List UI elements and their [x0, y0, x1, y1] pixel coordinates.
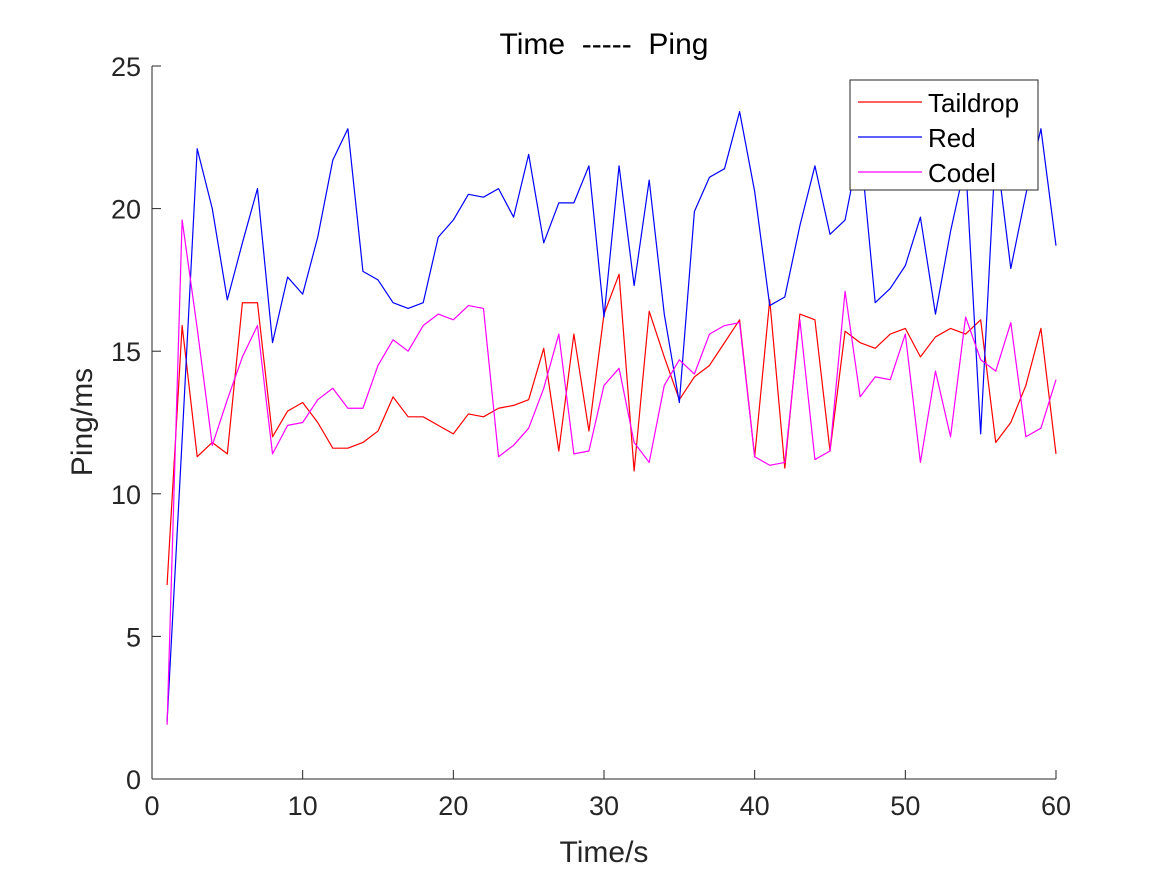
y-tick-label: 20 [111, 195, 141, 225]
x-tick-label: 0 [144, 791, 159, 821]
series-layer [166, 111, 1057, 725]
x-tick-label: 10 [288, 791, 318, 821]
legend: Taildrop Red Codel [849, 79, 1039, 191]
y-tick-label: 5 [126, 622, 141, 652]
legend-label-taildrop: Taildrop [928, 88, 1019, 118]
y-tick-label: 0 [126, 765, 141, 795]
series-line-codel [166, 219, 1057, 725]
x-axis-title: Time/s [560, 836, 649, 869]
x-tick-label: 60 [1041, 791, 1071, 821]
x-tick-label: 30 [589, 791, 619, 821]
y-axis-title: Ping/ms [66, 368, 99, 476]
x-tick-label: 20 [438, 791, 468, 821]
axes: 0 10 20 30 40 50 60 0 5 10 15 20 25 [111, 52, 1071, 821]
x-tick-label: 50 [890, 791, 920, 821]
y-tick-label: 10 [111, 480, 141, 510]
legend-label-red: Red [928, 123, 976, 153]
y-tick-label: 15 [111, 337, 141, 367]
series-line-taildrop [166, 273, 1057, 586]
legend-label-codel: Codel [928, 158, 996, 188]
x-tick-label: 40 [740, 791, 770, 821]
series-line-red [166, 111, 1057, 722]
chart-title: Time ----- Ping [500, 28, 709, 61]
y-tick-label: 25 [111, 52, 141, 82]
